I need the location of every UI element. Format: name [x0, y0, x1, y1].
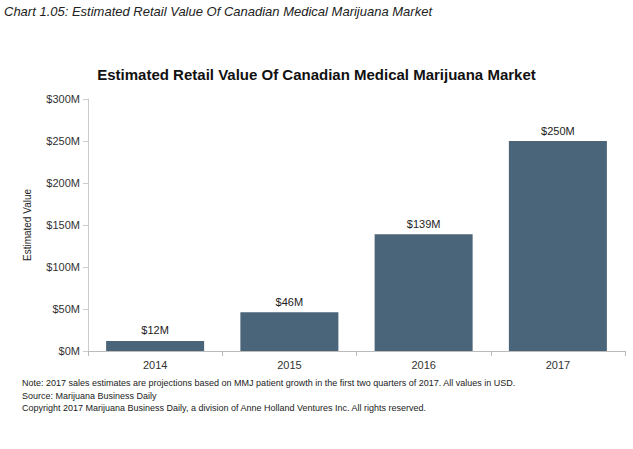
svg-text:2016: 2016 [411, 359, 435, 371]
html-text:Source: Marijuana Business Dai: Source: Marijuana Business Daily [22, 390, 157, 401]
svg-text:$100M: $100M [46, 261, 80, 273]
svg-text:Estimated Value: Estimated Value [22, 189, 33, 262]
svg-text:$250M: $250M [541, 125, 575, 137]
html-text:Chart 1.05: Estimated Retail V: Chart 1.05: Estimated Retail Value Of Ca… [4, 4, 432, 19]
svg-text:$250M: $250M [46, 135, 80, 147]
svg-text:$139M: $139M [407, 218, 441, 230]
svg-text:$12M: $12M [141, 324, 169, 336]
svg-text:$0M: $0M [59, 345, 80, 357]
html-text:Note: 2017 sales estimates are: Note: 2017 sales estimates are projectio… [22, 378, 516, 388]
html-text:Copyright 2017 Marijuana Busin: Copyright 2017 Marijuana Business Daily,… [22, 403, 427, 413]
svg-text:2014: 2014 [143, 359, 167, 371]
svg-text:$200M: $200M [46, 177, 80, 189]
svg-text:$150M: $150M [46, 219, 80, 231]
svg-text:Estimated Retail Value Of Cana: Estimated Retail Value Of Canadian Medic… [97, 66, 535, 83]
svg-text:$300M: $300M [46, 93, 80, 105]
svg-text:$46M: $46M [276, 296, 304, 308]
svg-text:2017: 2017 [546, 359, 570, 371]
svg-text:2015: 2015 [277, 359, 301, 371]
svg-text:$50M: $50M [52, 303, 80, 315]
